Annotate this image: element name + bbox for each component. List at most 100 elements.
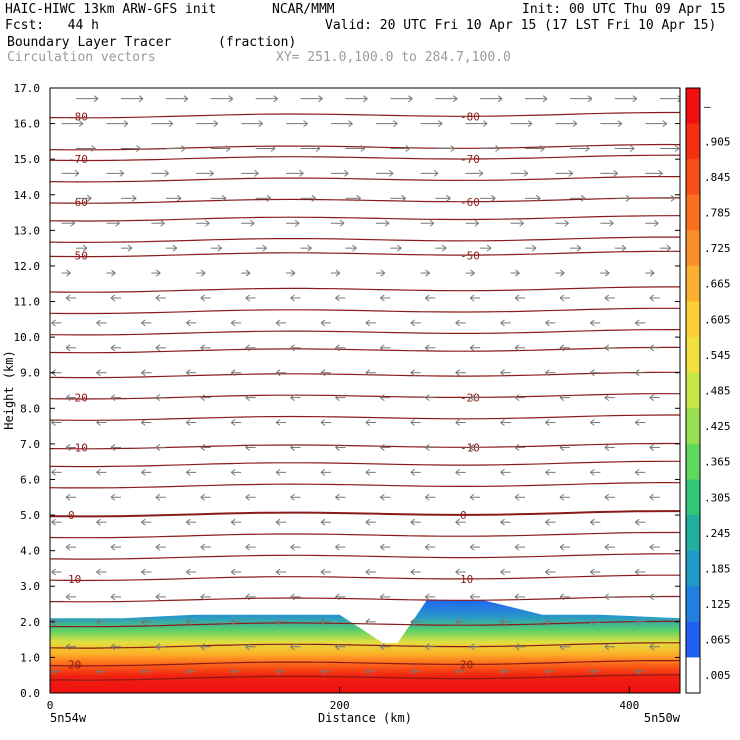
y-tick-label: 6.0	[20, 473, 40, 486]
colorbar-label: .905	[704, 135, 731, 148]
wind-vector	[275, 568, 287, 576]
wind-vector	[465, 219, 480, 227]
wind-vector	[380, 543, 391, 551]
wind-vector	[410, 618, 421, 626]
wind-vector	[380, 344, 391, 352]
wind-vector	[590, 468, 601, 476]
wind-vector	[410, 568, 421, 576]
wind-vector	[365, 568, 376, 576]
wind-vector	[614, 145, 635, 152]
wind-vector	[455, 468, 466, 476]
wind-vector	[380, 593, 391, 601]
wind-vector	[555, 170, 574, 177]
wind-vector	[320, 668, 331, 676]
wind-vector	[514, 543, 526, 551]
wind-vector	[480, 194, 496, 202]
wind-vector	[424, 394, 436, 402]
colorbar-swatch	[686, 372, 700, 409]
wind-vector	[455, 518, 466, 526]
wind-vector	[365, 518, 376, 526]
wind-vector	[500, 419, 511, 426]
contour-label: -20	[460, 392, 480, 405]
wind-vector	[300, 244, 312, 252]
wind-vector	[96, 668, 107, 676]
vectors-label: Circulation vectors	[7, 50, 156, 65]
field-units: (fraction)	[218, 35, 297, 50]
wind-vector	[649, 394, 660, 402]
wind-vector	[375, 269, 386, 277]
wind-vector	[375, 219, 390, 227]
temperature-contour	[50, 620, 680, 628]
wind-vector	[51, 319, 62, 327]
wind-vector	[380, 394, 391, 402]
wind-vector	[196, 170, 214, 177]
wind-vector	[230, 668, 242, 676]
wind-vector	[245, 593, 256, 601]
temperature-contour	[50, 286, 680, 293]
wind-vector	[141, 319, 152, 327]
wind-vector	[559, 643, 570, 651]
wind-vector	[120, 145, 141, 152]
wind-vector	[230, 419, 242, 426]
wind-vector	[649, 643, 660, 651]
temperature-contour	[50, 510, 680, 518]
wind-vector	[345, 145, 366, 152]
wind-vector	[569, 244, 582, 252]
wind-vector	[200, 344, 211, 352]
wind-vector	[335, 543, 346, 551]
wind-vectors	[51, 95, 680, 676]
wind-vector	[76, 244, 88, 252]
wind-vector	[604, 493, 615, 501]
wind-vector	[514, 344, 526, 352]
wind-vector	[645, 170, 663, 177]
temperature-contour	[50, 176, 680, 183]
wind-vector	[165, 194, 182, 202]
colorbar-swatch	[686, 159, 700, 196]
wind-vector	[185, 369, 197, 377]
wind-vector	[286, 170, 304, 177]
colorbar-swatch	[686, 586, 700, 623]
contour-label: -20	[68, 392, 88, 405]
wind-vector	[500, 668, 511, 676]
wind-vector	[634, 319, 646, 327]
wind-vector	[245, 643, 256, 651]
wind-vector	[51, 468, 62, 476]
wind-vector	[435, 95, 458, 103]
contour-label: -70	[460, 153, 480, 166]
wind-vector	[335, 394, 346, 402]
wind-vector	[380, 643, 391, 651]
temperature-contour	[50, 553, 680, 560]
wind-vector	[65, 394, 77, 402]
wind-vector	[290, 394, 301, 402]
wind-vector	[649, 593, 660, 601]
wind-vector	[76, 194, 92, 202]
wind-vector	[200, 543, 211, 551]
wind-vector	[465, 269, 475, 277]
colorbar-label: .125	[704, 598, 731, 611]
wind-vector	[185, 518, 197, 526]
contour-label: -10	[68, 441, 88, 454]
wind-vector	[510, 219, 524, 227]
wind-vector	[165, 95, 189, 103]
y-tick-label: 14.0	[14, 189, 41, 202]
wind-vector	[120, 244, 133, 252]
valid-time: Valid: 20 UTC Fri 10 Apr 15 (17 LST Fri …	[325, 18, 717, 33]
wind-vector	[649, 444, 660, 451]
wind-vector	[514, 444, 526, 451]
wind-vector	[155, 593, 166, 601]
tracer-layer	[50, 600, 680, 693]
colorbar-swatch	[686, 88, 700, 125]
temperature-contour	[50, 414, 680, 421]
wind-vector	[555, 219, 569, 227]
wind-vector	[604, 593, 615, 601]
wind-vector	[469, 643, 481, 651]
wind-vector	[96, 618, 107, 626]
wind-vector	[500, 618, 511, 626]
wind-vector	[255, 95, 278, 103]
wind-vector	[500, 568, 511, 576]
wind-vector	[545, 419, 556, 426]
temperature-contour	[50, 371, 680, 379]
wind-vector	[590, 618, 601, 626]
wind-vector	[275, 468, 287, 476]
wind-vector	[424, 294, 436, 302]
